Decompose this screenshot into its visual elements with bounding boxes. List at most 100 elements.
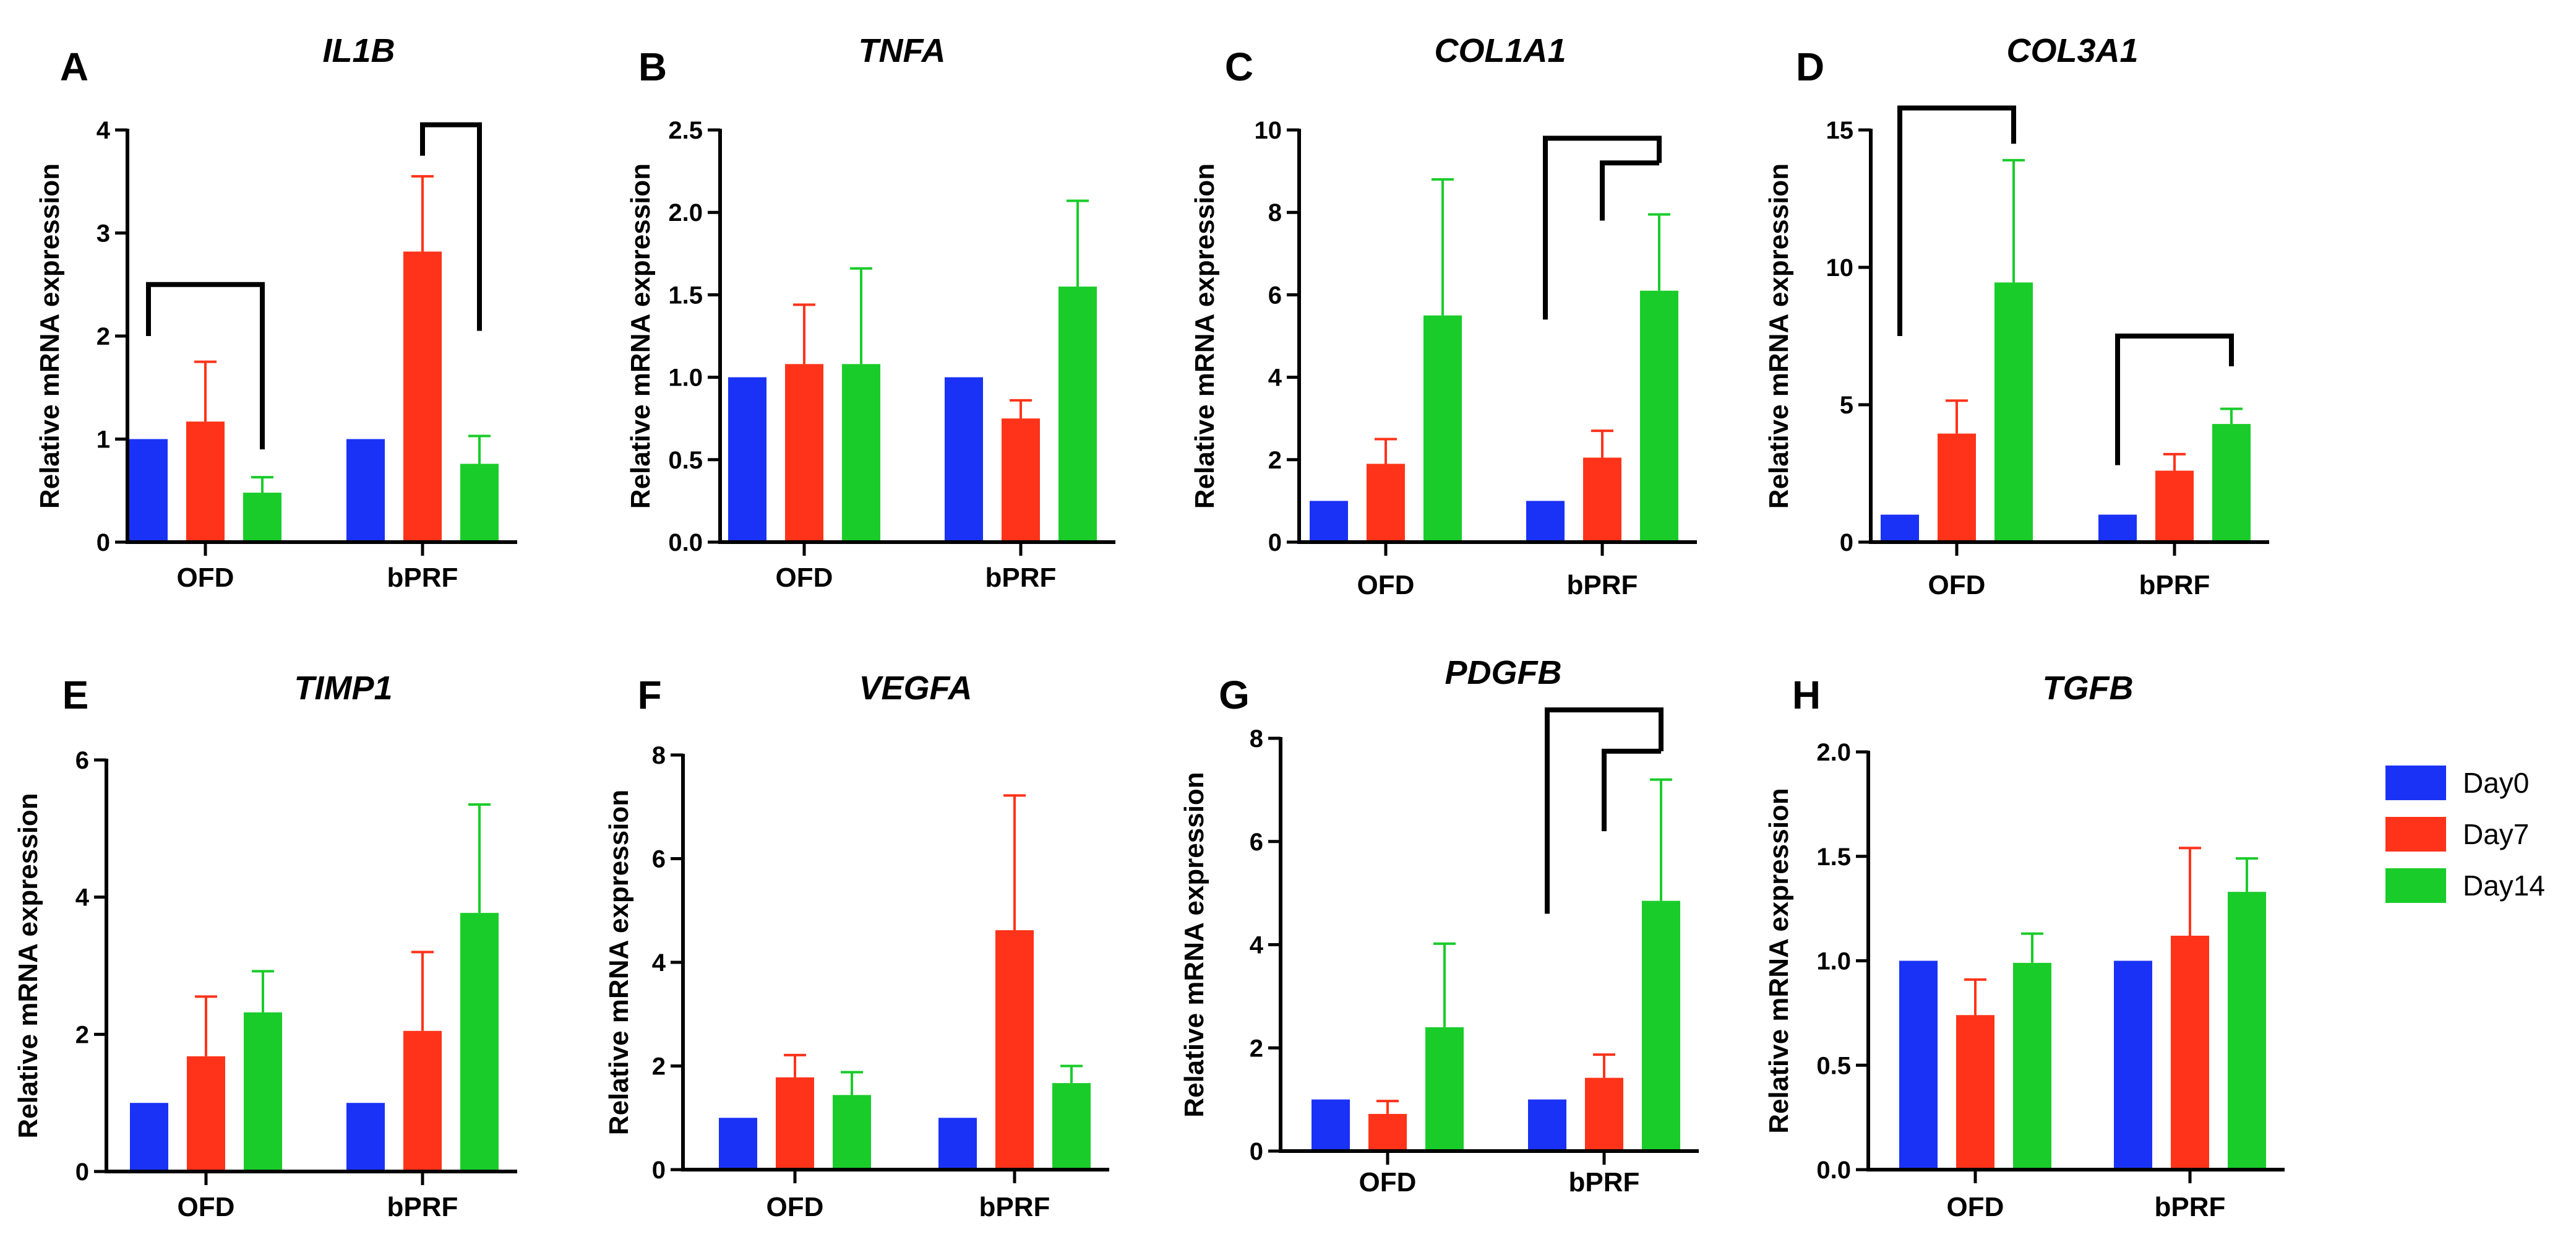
y-tick-label: 1.0	[1816, 948, 1851, 975]
y-tick-label: 5	[1840, 392, 1853, 419]
significance-bracket	[420, 122, 482, 331]
chart-panel-h: H TGFB Relative mRNA expression 0.0 0.5 1.0 1.…	[1764, 670, 2285, 1222]
bar-day14-ofd	[1423, 315, 1462, 542]
chart-title: COL1A1	[1434, 32, 1566, 69]
y-tick-label: 0.5	[668, 447, 703, 474]
y-tick-label: 1.5	[1816, 844, 1851, 871]
bar-day0-bprf	[938, 1118, 977, 1170]
y-tick-label: 0	[1268, 529, 1282, 556]
bar-day14-bprf	[1642, 900, 1680, 1151]
legend-label-day14: Day14	[2463, 869, 2545, 902]
bar-day0-ofd	[1899, 960, 1938, 1170]
y-tick-label: 1.0	[668, 365, 703, 392]
bar-day14-bprf	[460, 913, 499, 1171]
panel-letter: D	[1796, 45, 1824, 89]
significance-bracket	[1600, 160, 1659, 221]
y-axis-label: Relative mRNA expression	[1764, 788, 1794, 1133]
y-tick-label: 0	[1840, 529, 1853, 556]
x-category-label: OFD	[776, 563, 833, 593]
bar-day14-bprf	[1052, 1083, 1091, 1170]
y-tick-label: 0	[97, 529, 110, 556]
bar-day14-ofd	[842, 364, 880, 542]
bar-day7-bprf	[403, 1030, 442, 1171]
bar-day0-bprf	[1528, 1099, 1566, 1151]
chart-title: TNFA	[859, 32, 946, 69]
y-tick-label: 1	[97, 426, 110, 454]
x-category-label: OFD	[1359, 1167, 1417, 1197]
significance-bracket	[1602, 748, 1661, 832]
y-tick-label: 6	[1268, 282, 1282, 309]
chart-title: PDGFB	[1445, 654, 1562, 691]
bar-day14-ofd	[243, 493, 281, 542]
y-tick-label: 0.0	[668, 529, 703, 556]
y-tick-label: 1.5	[668, 282, 703, 309]
x-category-label: bPRF	[387, 563, 458, 593]
bar-day14-bprf	[2228, 892, 2266, 1170]
bar-day7-bprf	[2171, 936, 2209, 1170]
bar-day7-bprf	[2155, 470, 2194, 542]
y-tick-label: 4	[1250, 932, 1264, 959]
y-tick-label: 0	[1250, 1138, 1263, 1165]
bar-day7-ofd	[776, 1077, 814, 1170]
x-category-label: bPRF	[2155, 1192, 2226, 1222]
chart-title: VEGFA	[859, 670, 972, 707]
y-axis-label: Relative mRNA expression	[1190, 163, 1220, 509]
y-axis-label: Relative mRNA expression	[625, 163, 656, 509]
bar-day7-bprf	[1583, 457, 1621, 542]
x-category-label: OFD	[1947, 1192, 2004, 1222]
bar-day14-ofd	[833, 1095, 871, 1170]
bar-day0-bprf	[1526, 501, 1565, 542]
y-tick-label: 2.5	[668, 117, 703, 144]
y-tick-label: 6	[75, 747, 89, 774]
chart-title: COL3A1	[2006, 32, 2138, 69]
bar-day14-bprf	[1058, 287, 1097, 542]
chart-panel-a: A IL1B Relative mRNA expression 0 1 2 3 4 OFD bPR…	[35, 32, 517, 593]
y-tick-label: 6	[652, 846, 666, 873]
bar-day7-bprf	[1002, 418, 1040, 542]
chart-panel-b: B TNFA Relative mRNA expression 0.0 0.5 1.0 1.…	[625, 32, 1115, 593]
panel-letter: F	[637, 673, 661, 717]
bar-day7-ofd	[1938, 433, 1976, 542]
bar-day0-ofd	[1881, 514, 1919, 542]
chart-title: TIMP1	[294, 670, 392, 707]
x-category-label: OFD	[1357, 570, 1415, 600]
y-tick-label: 2	[1250, 1035, 1263, 1062]
bar-day0-bprf	[945, 377, 983, 542]
bar-day0-ofd	[130, 1103, 168, 1171]
legend-label-day0: Day0	[2463, 767, 2529, 799]
significance-bracket	[1543, 136, 1662, 320]
legend-swatch-day14	[2385, 868, 2446, 903]
bar-day14-ofd	[1994, 282, 2033, 542]
x-category-label: bPRF	[985, 563, 1057, 593]
x-category-label: bPRF	[979, 1192, 1050, 1222]
x-category-label: OFD	[1928, 570, 1986, 600]
y-tick-label: 10	[1826, 254, 1854, 282]
x-category-label: bPRF	[2139, 570, 2210, 600]
x-category-label: bPRF	[1569, 1167, 1640, 1197]
significance-bracket	[1897, 105, 2016, 336]
bar-day0-bprf	[346, 1103, 385, 1171]
bar-day14-bprf	[2212, 424, 2251, 542]
y-tick-label: 2.0	[1816, 739, 1851, 766]
x-category-label: OFD	[766, 1192, 824, 1222]
y-tick-label: 4	[97, 117, 111, 144]
y-tick-label: 2.0	[668, 199, 703, 227]
y-axis-label: Relative mRNA expression	[604, 790, 634, 1135]
legend-swatch-day7	[2385, 817, 2446, 852]
bar-day0-bprf	[346, 439, 385, 542]
y-axis-label: Relative mRNA expression	[13, 793, 43, 1138]
chart-panels: A IL1B Relative mRNA expression 0 1 2 3 4 OFD bPR…	[13, 32, 2285, 1222]
legend-swatch-day0	[2385, 766, 2446, 800]
bar-day14-ofd	[244, 1012, 282, 1171]
legend-label-day7: Day7	[2463, 818, 2529, 850]
y-tick-label: 4	[1268, 365, 1282, 392]
chart-panel-f: F VEGFA Relative mRNA expression 0 2 4 6 8 OFD bP…	[604, 670, 1109, 1222]
y-tick-label: 0.0	[1816, 1157, 1851, 1184]
chart-title: TGFB	[2043, 670, 2134, 707]
bar-day7-bprf	[1585, 1077, 1623, 1151]
y-axis-label: Relative mRNA expression	[1179, 772, 1209, 1117]
bar-day0-ofd	[1312, 1099, 1350, 1151]
panel-letter: A	[60, 45, 88, 89]
chart-title: IL1B	[322, 32, 395, 69]
y-tick-label: 4	[75, 884, 90, 912]
